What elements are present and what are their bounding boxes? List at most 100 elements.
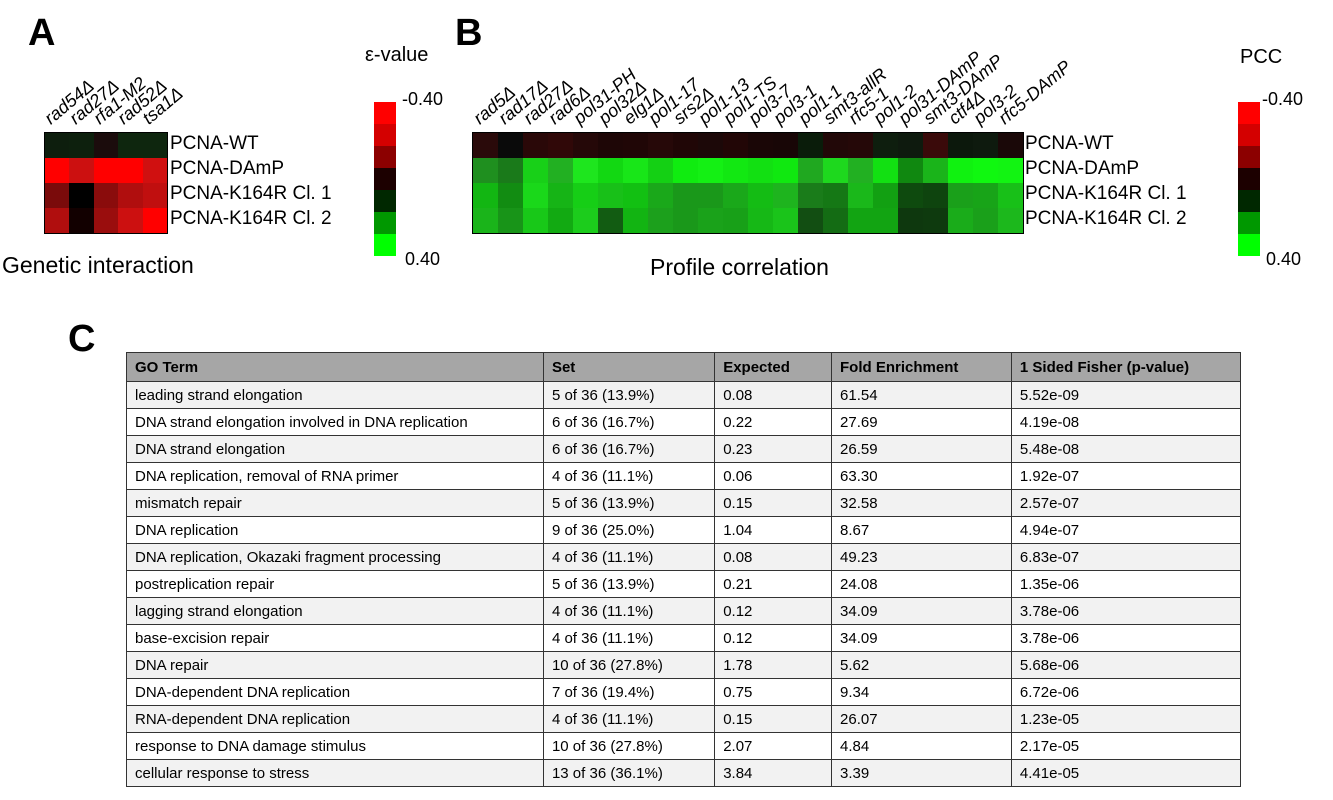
colorbar-b-bottom-label: 0.40 [1266,249,1302,269]
table-cell: response to DNA damage stimulus [126,732,544,760]
table-cell: DNA replication [126,516,544,544]
colorbar-swatch [374,234,396,256]
heatmap-cell [698,158,723,183]
heatmap-cell [798,183,823,208]
colorbar-swatch [1238,102,1260,124]
table-cell: 4.84 [831,732,1012,760]
heatmap-cell [898,208,923,233]
table-cell: 0.12 [714,624,833,652]
heatmap-cell [573,208,598,233]
heatmap-cell [623,133,648,158]
table-cell: 5 of 36 (13.9%) [542,570,716,598]
table-cell: DNA replication, Okazaki fragment proces… [126,543,544,571]
heatmap-cell [118,133,143,158]
heatmap-cell [623,158,648,183]
colorbar-swatch [374,102,396,124]
table-cell: 7 of 36 (19.4%) [542,678,716,706]
heatmap-cell [598,158,623,183]
heatmap-cell [798,208,823,233]
table-cell: 26.59 [831,435,1012,463]
heatmap-cell [93,208,119,233]
table-cell: 24.08 [831,570,1012,598]
table-cell: 0.21 [714,570,833,598]
table-cell: 0.12 [714,597,833,625]
heatmap-cell [142,208,167,233]
table-header-row: GO Term Set Expected Fold Enrichment 1 Sided… [126,352,1242,382]
heatmap-cell [948,208,973,233]
table-row: DNA strand elongation involved in DNA re… [126,408,1242,436]
heatmap-cell [823,133,848,158]
heatmap-row-label: PCNA-DAmP [1025,157,1140,179]
table-cell: DNA-dependent DNA replication [126,678,544,706]
table-cell: 61.54 [831,381,1012,409]
table-cell: base-excision repair [126,624,544,652]
heatmap-cell [973,208,998,233]
heatmap-cell [873,183,898,208]
table-cell: 2.57e-07 [1010,489,1242,517]
table-cell: 4 of 36 (11.1%) [542,597,716,625]
table-row: cellular response to stress 13 of 36 (36.… [126,759,1242,787]
table-row: DNA repair 10 of 36 (27.8%) 1.78 5.62 5.68e-… [126,651,1242,679]
heatmap-cell [648,158,673,183]
heatmap-cell [973,133,998,158]
heatmap-cell [142,158,167,183]
heatmap-cell [923,158,948,183]
heatmap-cell [998,133,1023,158]
colorbar-swatch [374,212,396,234]
column-header: Set [542,352,716,382]
column-header: Fold Enrichment [831,352,1012,382]
table-row: postreplication repair 5 of 36 (13.9%) 0.2… [126,570,1242,598]
heatmap-cell [998,158,1023,183]
colorbar-swatch [1238,234,1260,256]
heatmap-cell [898,183,923,208]
table-cell: lagging strand elongation [126,597,544,625]
heatmap-cell [848,208,873,233]
heatmap-cell [973,158,998,183]
heatmap-cell [748,208,773,233]
heatmap-cell [723,208,748,233]
heatmap-cell [523,208,548,233]
heatmap-row-label: PCNA-WT [1025,132,1114,154]
heatmap-row-label: PCNA-K164R Cl. 1 [170,182,332,204]
heatmap-cell [948,158,973,183]
table-cell: leading strand elongation [126,381,544,409]
column-header: GO Term [126,352,544,382]
colorbar-swatch [1238,212,1260,234]
heatmap-cell [118,183,143,208]
table-cell: 3.78e-06 [1010,597,1242,625]
heatmap-b [472,132,1024,234]
table-row: DNA strand elongation 6 of 36 (16.7%) 0.23… [126,435,1242,463]
table-cell: 1.04 [714,516,833,544]
heatmap-cell [573,158,598,183]
heatmap-cell [748,133,773,158]
heatmap-cell [548,133,573,158]
heatmap-cell [69,158,94,183]
table-cell: 4 of 36 (11.1%) [542,624,716,652]
table-cell: 4 of 36 (11.1%) [542,543,716,571]
colorbar-swatch [374,146,396,168]
panel-label-c: C [68,318,96,360]
colorbar-swatch [374,168,396,190]
heatmap-cell [923,183,948,208]
heatmap-cell [848,183,873,208]
table-cell: 5 of 36 (13.9%) [542,489,716,517]
table-cell: 4.41e-05 [1010,759,1242,787]
heatmap-cell [698,183,723,208]
caption-profile-correlation: Profile correlation [650,254,829,280]
table-cell: DNA replication, removal of RNA primer [126,462,544,490]
table-cell: 6 of 36 (16.7%) [542,435,716,463]
heatmap-cell [923,133,948,158]
heatmap-cell [698,208,723,233]
heatmap-cell [723,133,748,158]
column-header: Expected [714,352,833,382]
heatmap-cell [673,183,698,208]
heatmap-cell [648,208,673,233]
heatmap-cell [523,133,548,158]
colorbar-a [374,102,396,256]
heatmap-cell [848,133,873,158]
colorbar-swatch [1238,168,1260,190]
table-row: response to DNA damage stimulus 10 of 36 … [126,732,1242,760]
table-cell: 10 of 36 (27.8%) [542,651,716,679]
table-cell: 0.75 [714,678,833,706]
heatmap-cell [898,133,923,158]
